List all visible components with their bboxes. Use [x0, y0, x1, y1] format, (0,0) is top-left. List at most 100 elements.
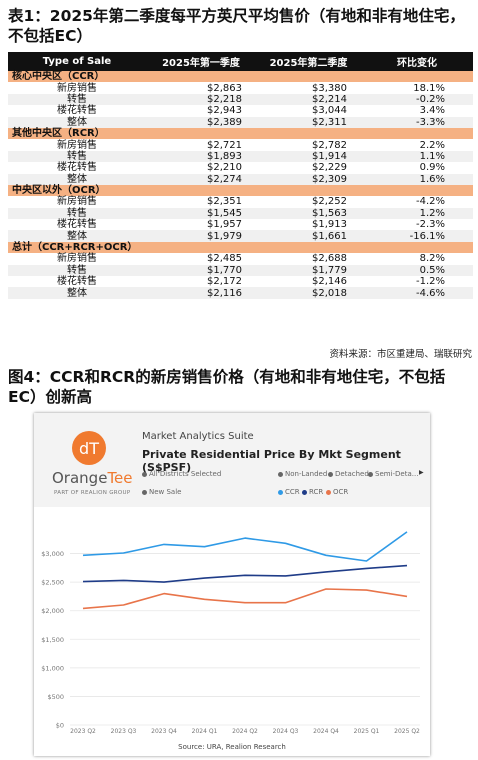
q1-price-cell: $2,943	[207, 105, 242, 117]
table-row: 楼花转售 $1,957 $1,913 -2.3%	[8, 219, 473, 230]
sale-type-cell: 整体	[8, 116, 146, 128]
table-source: 资料来源：市区重建局、瑞联研究	[329, 349, 472, 360]
x-tick-label: 2024 Q4	[313, 728, 339, 735]
q2-price-cell: $2,018	[256, 287, 361, 299]
change-cell: -1.2%	[415, 276, 445, 288]
sale-type-cell: 新房销售	[57, 253, 97, 265]
q2-price-cell: $1,563	[256, 207, 361, 220]
sale-type-cell: 转售	[8, 150, 146, 163]
y-tick-label: $500	[47, 693, 64, 701]
q2-price-cell: $2,311	[256, 116, 361, 128]
legend-label: OCR	[333, 488, 349, 496]
legend-ocr[interactable]: OCR	[326, 488, 348, 496]
price-table: Type of Sale 2025年第一季度 2025年第二季度 环比变化 核心…	[8, 52, 473, 299]
sale-type-cell: 楼花转售	[57, 219, 97, 231]
q1-price-cell: $2,721	[207, 139, 242, 151]
q1-price-cell: $2,389	[146, 116, 256, 128]
sale-type-cell: 转售	[8, 93, 146, 106]
x-tick-label: 2023 Q3	[111, 728, 137, 735]
table-row: 转售 $1,770 $1,779 0.5%	[8, 264, 473, 277]
table-row: 整体 $2,389 $2,311 -3.3%	[8, 116, 473, 128]
series-line-ocr[interactable]	[82, 588, 408, 610]
section-label: 其他中央区（RCR）	[8, 127, 473, 140]
table-row: 新房销售 $2,485 $2,688 8.2%	[8, 253, 473, 264]
q1-price-cell: $2,218	[146, 93, 256, 106]
legend-rcr[interactable]: RCR	[302, 488, 323, 496]
change-cell: -0.2%	[361, 93, 473, 106]
sale-type-cell: 楼花转售	[57, 105, 97, 117]
filter-detached[interactable]: Detached	[328, 470, 369, 478]
table-row: 楼花转售 $2,210 $2,229 0.9%	[8, 162, 473, 173]
q1-price-cell: $2,210	[207, 162, 242, 174]
q2-price-cell: $2,214	[256, 93, 361, 106]
q2-price-cell: $1,779	[256, 264, 361, 277]
q1-price-cell: $1,770	[146, 264, 256, 277]
change-cell: 0.9%	[419, 162, 445, 174]
table-row: 转售 $2,218 $2,214 -0.2%	[8, 93, 473, 106]
q2-price-cell: $2,229	[312, 162, 347, 174]
change-cell: -16.1%	[361, 230, 473, 242]
table-row: 楼花转售 $2,943 $3,044 3.4%	[8, 105, 473, 116]
table-row: 转售 $1,893 $1,914 1.1%	[8, 150, 473, 163]
section-row: 核心中央区（CCR）	[8, 71, 473, 83]
card-header: dT OrangeTee PART OF REALION GROUP Marke…	[34, 413, 430, 507]
sale-type-cell: 转售	[8, 207, 146, 220]
series-line-ccr[interactable]	[82, 531, 408, 562]
q1-price-cell: $2,116	[146, 287, 256, 299]
col-header-q2: 2025年第二季度	[256, 52, 361, 71]
q2-price-cell: $1,914	[256, 150, 361, 163]
q2-price-cell: $2,309	[256, 173, 361, 185]
y-tick-label: $3,000	[41, 550, 64, 558]
sale-type-cell: 整体	[8, 230, 146, 242]
section-row: 其他中央区（RCR）	[8, 127, 473, 140]
filter-label: Non-Landed	[285, 470, 328, 478]
x-tick-label: 2023 Q4	[151, 728, 177, 735]
sale-type-cell: 整体	[8, 287, 146, 299]
filter-new-sale[interactable]: New Sale	[142, 488, 181, 496]
x-tick-label: 2024 Q2	[232, 728, 258, 735]
sale-type-cell: 新房销售	[57, 196, 97, 208]
y-tick-label: $2,000	[41, 607, 64, 615]
chart-title: Private Residential Price By Mkt Segment…	[142, 448, 401, 474]
x-tick-label: 2024 Q3	[273, 728, 299, 735]
filter-semi-detached[interactable]: Semi-Deta...	[368, 470, 418, 478]
x-tick-label: 2025 Q2	[394, 728, 420, 735]
q1-price-cell: $2,485	[207, 253, 242, 265]
change-cell: 0.5%	[361, 264, 473, 277]
q2-price-cell: $1,913	[312, 219, 347, 231]
q2-price-cell: $2,782	[312, 139, 347, 151]
col-header-change: 环比变化	[361, 52, 473, 71]
legend-next-arrow-icon[interactable]: ▶	[419, 469, 424, 476]
sale-type-cell: 楼花转售	[57, 276, 97, 288]
orangetee-logo-icon: dT	[72, 431, 106, 465]
sale-type-cell: 楼花转售	[57, 162, 97, 174]
q1-price-cell: $1,545	[146, 207, 256, 220]
q1-price-cell: $2,274	[146, 173, 256, 185]
series-line-rcr[interactable]	[82, 564, 408, 583]
q1-price-cell: $2,863	[207, 82, 242, 94]
filter-non-landed[interactable]: Non-Landed	[278, 470, 327, 478]
q2-price-cell: $2,688	[312, 253, 347, 265]
logo-wordmark: OrangeTee	[52, 469, 133, 487]
q2-price-cell: $2,252	[312, 196, 347, 208]
q2-price-cell: $3,380	[312, 82, 347, 94]
table-row: 整体 $1,979 $1,661 -16.1%	[8, 230, 473, 242]
table-row: 整体 $2,274 $2,309 1.6%	[8, 173, 473, 185]
q1-price-cell: $1,893	[146, 150, 256, 163]
filter-all-districts[interactable]: All Districts Selected	[142, 470, 221, 478]
change-cell: 1.2%	[361, 207, 473, 220]
q1-price-cell: $1,979	[146, 230, 256, 242]
table-row: 新房销售 $2,863 $3,380 18.1%	[8, 82, 473, 94]
logo-accent: Tee	[107, 469, 133, 487]
logo-subtitle: PART OF REALION GROUP	[54, 490, 131, 496]
filter-label: Semi-Deta...	[375, 470, 419, 478]
q1-price-cell: $2,351	[207, 196, 242, 208]
y-tick-label: $1,500	[41, 636, 64, 644]
table-header-row: Type of Sale 2025年第一季度 2025年第二季度 环比变化	[8, 52, 473, 71]
x-tick-label: 2023 Q2	[70, 728, 96, 735]
sale-type-cell: 整体	[8, 173, 146, 185]
table-row: 楼花转售 $2,172 $2,146 -1.2%	[8, 276, 473, 287]
legend-ccr[interactable]: CCR	[278, 488, 300, 496]
section-label: 中央区以外（OCR）	[8, 184, 473, 197]
svg-text:dT: dT	[79, 439, 99, 458]
